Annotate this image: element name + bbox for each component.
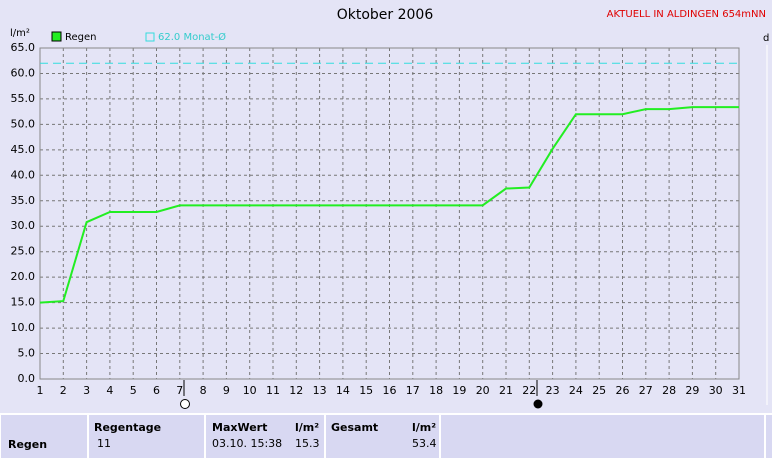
x-tick-label: 3 (83, 384, 90, 397)
table-cell: 03.10. 15:38 (212, 437, 282, 450)
x-tick-label: 7 (176, 384, 183, 397)
y-tick-label: 10.0 (11, 321, 36, 334)
x-tick-label: 11 (266, 384, 280, 397)
x-tick-label: 21 (499, 384, 513, 397)
x-tick-label: 31 (732, 384, 746, 397)
y-tick-label: 0.0 (18, 372, 36, 385)
x-tick-label: 10 (243, 384, 257, 397)
x-tick-label: 25 (592, 384, 606, 397)
y-tick-label: 50.0 (11, 117, 36, 130)
y-tick-label: 15.0 (11, 296, 36, 309)
legend-label: 62.0 Monat-Ø (158, 31, 226, 43)
y-tick-label: 45.0 (11, 143, 36, 156)
x-tick-label: 9 (223, 384, 230, 397)
x-tick-label: 29 (685, 384, 699, 397)
legend-label: Regen (65, 32, 97, 43)
data-line (39, 106, 739, 304)
y-tick-label: 35.0 (11, 194, 36, 207)
table: Regentage MaxWert l/m² Gesamt l/m² Regen 11 03.… (0, 413, 772, 458)
x-tick-label: 19 (452, 384, 466, 397)
x-tick-label: 18 (429, 384, 443, 397)
x-tick-label: 6 (153, 384, 160, 397)
table-header: Gesamt (331, 421, 378, 434)
chart-title: Oktober 2006 (337, 7, 434, 23)
x-tick-label: 17 (406, 384, 420, 397)
x-tick-label: 30 (709, 384, 723, 397)
x-tick-label: 23 (546, 384, 560, 397)
y-tick-label: 40.0 (11, 168, 36, 181)
x-tick-label: 12 (289, 384, 303, 397)
table-header: l/m² (412, 421, 436, 434)
table-cell: 15.3 (295, 437, 320, 450)
legend-swatch (51, 31, 62, 42)
y-tick-label: 20.0 (11, 270, 36, 283)
y-tick-label: 5.0 (18, 347, 36, 360)
y-tick-label: 65.0 (11, 41, 36, 54)
x-tick-label: 27 (639, 384, 653, 397)
x-tick-label: 14 (336, 384, 350, 397)
table-header: Regentage (94, 421, 161, 434)
y-tick-label: 30.0 (11, 219, 36, 232)
table-cell: 53.4 (412, 437, 437, 450)
plot-frame (39, 47, 740, 380)
y-tick-label: 55.0 (11, 92, 36, 105)
y-tick-label: 25.0 (11, 245, 36, 258)
x-tick-label: 4 (106, 384, 113, 397)
y-axis-label: l/m² (10, 28, 30, 39)
table-header: MaxWert (212, 421, 267, 434)
x-tick-label: 2 (60, 384, 67, 397)
x-tick-label: 22 (522, 384, 536, 397)
station: AKTUELL IN ALDINGEN 654mNN (607, 9, 766, 20)
x-tick-label: 1 (37, 384, 44, 397)
y-tick-label: 60.0 (11, 66, 36, 79)
x-tick-label: 24 (569, 384, 583, 397)
moon-new (533, 399, 543, 409)
x-tick-label: 26 (616, 384, 630, 397)
x-tick-label: 28 (662, 384, 676, 397)
x-tick-label: 8 (200, 384, 207, 397)
corner-label: d (763, 33, 769, 44)
table-bg (0, 414, 772, 458)
moon-full (180, 399, 190, 409)
x-tick-label: 15 (359, 384, 373, 397)
legend-swatch (145, 32, 155, 42)
x-tick-label: 13 (313, 384, 327, 397)
table-header: l/m² (295, 421, 319, 434)
x-tick-label: 5 (130, 384, 137, 397)
row-label: Regen (8, 438, 47, 451)
x-tick-label: 16 (383, 384, 397, 397)
table-cell: 11 (97, 437, 111, 450)
x-tick-label: 20 (476, 384, 490, 397)
